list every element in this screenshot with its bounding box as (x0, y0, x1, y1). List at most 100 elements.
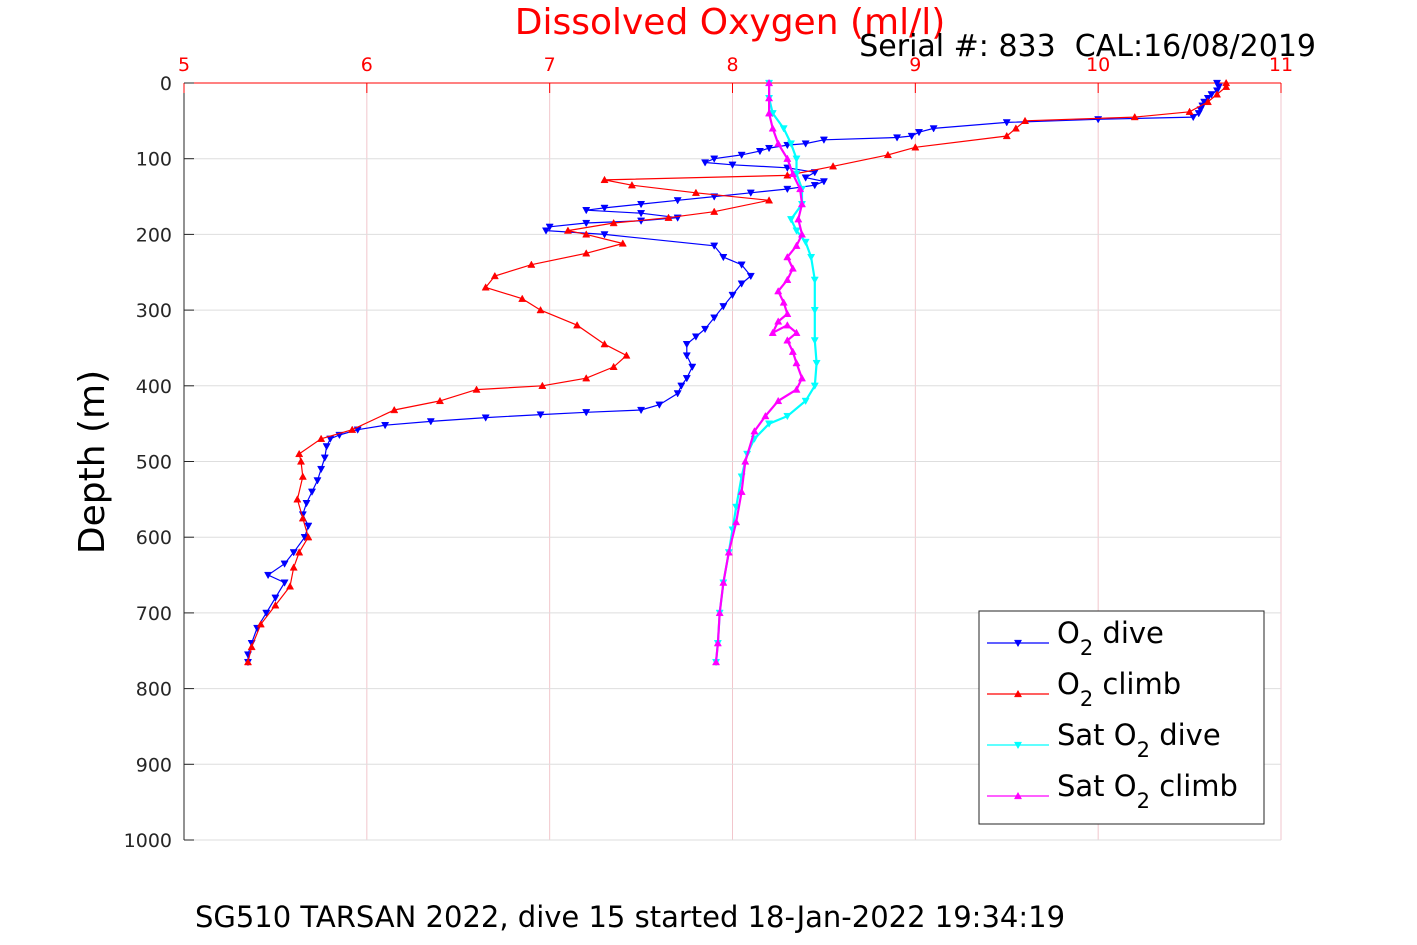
sat_climb-point (779, 298, 788, 306)
o2_dive-point (317, 465, 326, 474)
chart-title: Dissolved Oxygen (ml/l) (515, 2, 946, 43)
o2_climb-point (286, 582, 295, 590)
o2_dive-point (426, 418, 435, 426)
o2_dive-point (600, 204, 609, 213)
o2_dive-series (243, 79, 1223, 667)
sat_climb-point (765, 109, 774, 117)
legend-entry-o2_climb: O2 climb (987, 667, 1181, 711)
o2_dive-point (320, 454, 329, 462)
sat_dive-point (807, 253, 816, 262)
o2_climb-point (1222, 78, 1231, 87)
o2_dive-point (637, 406, 646, 415)
o2_climb-point (293, 495, 302, 503)
o2_climb-point (435, 396, 444, 405)
y-axis-label: Depth (m) (72, 370, 113, 554)
x-tick-label: 9 (909, 54, 921, 76)
o2_climb-point (243, 657, 253, 666)
sat_climb-point (792, 328, 801, 336)
o2_climb-point (573, 321, 582, 329)
o2_dive-point (381, 422, 390, 430)
o2_climb-point (538, 381, 547, 389)
o2_dive-point (289, 549, 298, 557)
legend-label: O2 climb (1057, 667, 1181, 711)
sat_dive-point (810, 306, 819, 315)
o2_dive-point (765, 144, 774, 153)
o2_climb-point (295, 449, 304, 458)
sat_climb-point (750, 427, 759, 435)
o2_climb-point (1021, 116, 1030, 124)
sat_climb-line (714, 83, 804, 663)
sat_dive-point (792, 155, 801, 163)
o2_dive-point (637, 217, 646, 225)
o2_climb-point (563, 226, 572, 234)
y-tick-label: 300 (136, 300, 172, 322)
y-tick-label: 700 (136, 603, 172, 625)
x-tick-label: 7 (544, 54, 556, 76)
o2_climb-point (600, 340, 609, 348)
sat_dive-series (712, 79, 821, 667)
sat_dive-point (783, 412, 792, 421)
o2_dive-point (810, 182, 819, 190)
o2_climb-point (247, 642, 256, 651)
o2_dive-point (322, 443, 331, 451)
o2_dive-point (313, 477, 322, 485)
o2_dive-point (280, 579, 289, 587)
x-tick-label: 8 (726, 54, 738, 76)
legend-entry-sat_climb: Sat O2 climb (987, 769, 1238, 813)
o2_climb-point (304, 533, 313, 541)
o2_dive-point (701, 325, 710, 334)
axes: 5 6 7 8 9 10 11 0 100 200 300 400 500 600 700 800 900 100… (124, 54, 1293, 852)
o2_dive-point (801, 174, 810, 182)
sat_climb-point (797, 374, 807, 382)
sat_dive-point (810, 382, 819, 390)
o2_climb-point (472, 385, 481, 393)
o2_dive-point (655, 401, 664, 409)
o2_dive-point (710, 242, 719, 250)
o2_climb-point (1212, 90, 1222, 98)
sat_dive-point (801, 238, 810, 247)
serial-label: Serial #: 833 CAL:16/08/2019 (859, 29, 1316, 64)
sat_climb-point (741, 457, 750, 465)
y-tick-label: 800 (136, 679, 172, 701)
o2_dive-point (307, 488, 317, 496)
sat_climb-point (737, 487, 746, 495)
o2_climb-point (829, 162, 838, 170)
o2_climb-point (296, 457, 306, 465)
sat_dive-point (786, 216, 796, 224)
sat_dive-point (765, 420, 774, 428)
o2_dive-point (710, 155, 719, 163)
o2_climb-point (289, 563, 298, 571)
o2_dive-point (481, 414, 490, 422)
legend-swatch-marker (1013, 741, 1023, 750)
o2_climb-point (582, 374, 591, 382)
o2_climb-point (710, 207, 719, 215)
sat_climb-point (794, 215, 803, 223)
sat_climb-point (783, 154, 792, 162)
sat_dive-point (801, 397, 810, 406)
o2_climb-series (243, 78, 1231, 666)
sat_climb-point (774, 287, 783, 295)
sat_climb-point (797, 230, 807, 238)
o2_climb-point (1130, 112, 1139, 121)
o2_dive-point (302, 500, 311, 508)
o2_dive-point (907, 132, 916, 141)
y-tick-label: 900 (136, 754, 172, 776)
o2_dive-point (701, 159, 710, 167)
sat_dive-point (810, 337, 819, 345)
sat_dive-point (779, 125, 788, 133)
o2_climb-point (481, 283, 490, 291)
o2_dive-point (271, 594, 280, 602)
o2_dive-point (801, 140, 810, 148)
o2_dive-point (637, 210, 646, 218)
y-tick-label: 0 (160, 73, 172, 95)
sat_dive-point (786, 140, 796, 148)
o2_dive-point (691, 333, 700, 341)
sat_climb-point (783, 336, 792, 344)
sat_climb-point (788, 347, 797, 355)
o2_dive-point (673, 197, 682, 205)
o2_dive-point (688, 363, 697, 371)
sat_climb-point (768, 328, 777, 336)
x-tick-label: 5 (178, 54, 190, 76)
sat_climb-series (712, 78, 807, 666)
